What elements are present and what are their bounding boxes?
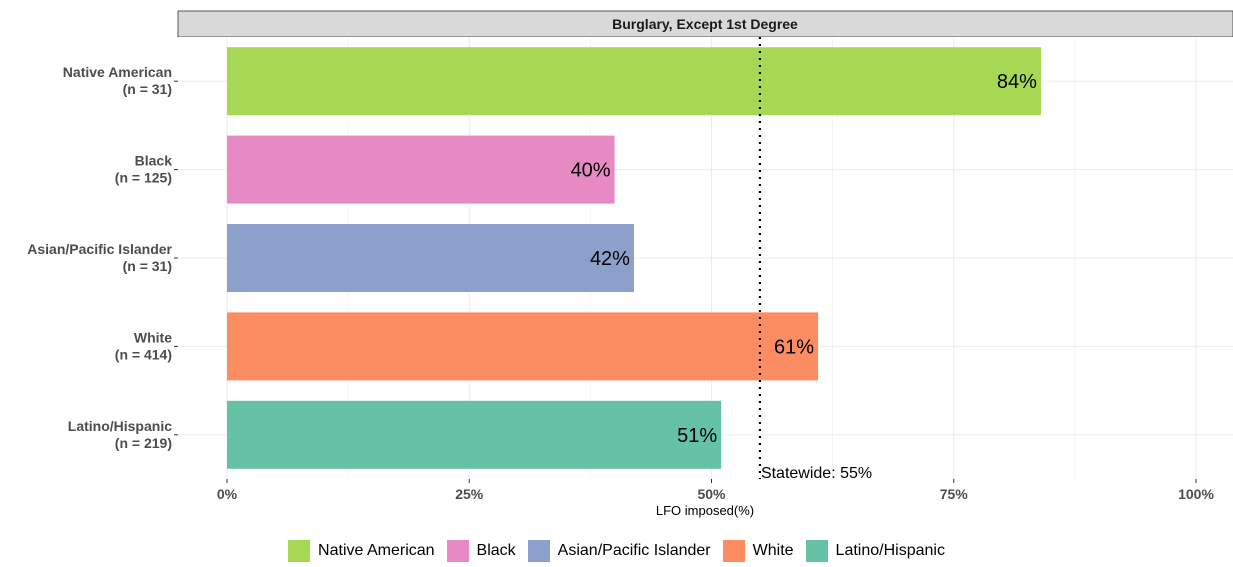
legend-key xyxy=(722,540,745,562)
facet-strip xyxy=(177,10,1233,38)
bar-value-label: 61% xyxy=(774,336,814,358)
legend-key xyxy=(288,540,311,562)
legend-label: Asian/Pacific Islander xyxy=(557,542,711,559)
bar-value-label: 42% xyxy=(590,248,630,270)
y-tick-label: Latino/Hispanic xyxy=(68,418,172,434)
y-axis-labels: Native American(n = 31)Black(n = 125)Asi… xyxy=(27,64,178,451)
bar-native-american xyxy=(227,47,1041,116)
reference-line-group: Statewide: 55% xyxy=(758,37,872,482)
x-tick-label: 100% xyxy=(1178,486,1214,502)
reference-line-label: Statewide: 55% xyxy=(761,465,872,482)
legend-key xyxy=(527,540,550,562)
bars: 84% 40% 42% 61% 51% xyxy=(227,47,1041,469)
bar-black xyxy=(227,135,615,204)
y-tick-label: Black xyxy=(135,153,173,169)
bar-white xyxy=(227,312,819,381)
y-tick-label: Asian/Pacific Islander xyxy=(27,241,172,257)
y-tick-n-label: (n = 31) xyxy=(123,258,172,274)
y-tick-n-label: (n = 219) xyxy=(115,435,172,451)
legend-label: Black xyxy=(476,542,516,559)
legend-key xyxy=(805,540,828,562)
x-tick-label: 0% xyxy=(217,486,238,502)
y-tick-label: Native American xyxy=(63,64,172,80)
legend-item: Latino/Hispanic xyxy=(805,540,945,562)
legend-label: White xyxy=(752,542,794,559)
legend-item: White xyxy=(722,540,794,562)
x-tick-label: 75% xyxy=(940,486,969,502)
bar-value-label: 84% xyxy=(997,71,1037,93)
y-tick-n-label: (n = 125) xyxy=(115,170,172,186)
x-axis-title: LFO imposed(%) xyxy=(656,503,754,518)
x-tick-label: 50% xyxy=(697,486,726,502)
y-tick-n-label: (n = 414) xyxy=(115,346,172,362)
bar-latino-hispanic xyxy=(227,400,722,469)
legend-item: Asian/Pacific Islander xyxy=(527,540,711,562)
legend-label: Latino/Hispanic xyxy=(835,542,945,559)
y-tick-n-label: (n = 31) xyxy=(123,81,172,97)
legend-item: Black xyxy=(446,540,516,562)
legend-label: Native American xyxy=(318,542,435,559)
y-tick-label: White xyxy=(134,329,172,345)
legend-key xyxy=(446,540,469,562)
legend-item: Native American xyxy=(288,540,435,562)
legend: Native American Black Asian/Pacific Island… xyxy=(0,540,1233,562)
facet-title: Burglary, Except 1st Degree xyxy=(612,16,798,32)
bar-value-label: 40% xyxy=(571,160,611,182)
x-axis-ticks: 0% 25% 50% 75% 100% xyxy=(217,479,1214,502)
bar-value-label: 51% xyxy=(677,425,717,447)
bar-asian-pacific-islander xyxy=(227,224,634,292)
x-tick-label: 25% xyxy=(455,486,484,502)
